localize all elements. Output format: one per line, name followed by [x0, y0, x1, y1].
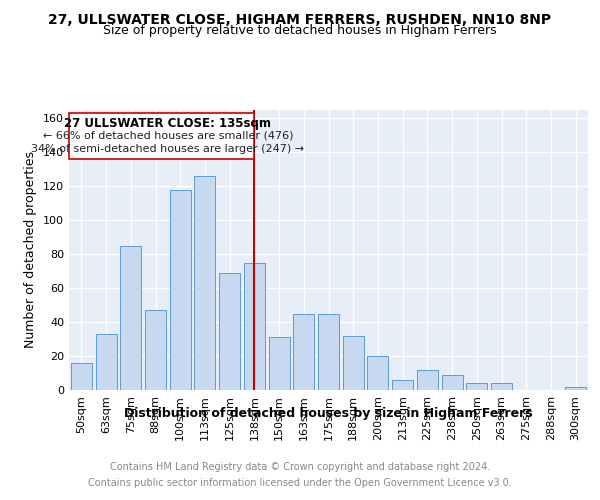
Bar [219, 273, 240, 390]
Bar [95, 334, 116, 390]
Bar [120, 246, 141, 390]
Bar [491, 383, 512, 390]
Bar [145, 310, 166, 390]
Bar [343, 336, 364, 390]
Bar [293, 314, 314, 390]
Bar [417, 370, 438, 390]
Text: 27 ULLSWATER CLOSE: 135sqm: 27 ULLSWATER CLOSE: 135sqm [64, 117, 271, 130]
Text: 34% of semi-detached houses are larger (247) →: 34% of semi-detached houses are larger (… [31, 144, 304, 154]
Text: Contains public sector information licensed under the Open Government Licence v3: Contains public sector information licen… [88, 478, 512, 488]
Text: Size of property relative to detached houses in Higham Ferrers: Size of property relative to detached ho… [103, 24, 497, 37]
Bar [244, 262, 265, 390]
Bar [70, 114, 254, 159]
Bar [71, 363, 92, 390]
Y-axis label: Number of detached properties: Number of detached properties [25, 152, 37, 348]
Text: Distribution of detached houses by size in Higham Ferrers: Distribution of detached houses by size … [124, 408, 533, 420]
Bar [269, 338, 290, 390]
Bar [565, 386, 586, 390]
Text: ← 66% of detached houses are smaller (476): ← 66% of detached houses are smaller (47… [43, 130, 293, 140]
Bar [466, 383, 487, 390]
Bar [194, 176, 215, 390]
Bar [442, 374, 463, 390]
Bar [392, 380, 413, 390]
Bar [170, 190, 191, 390]
Text: Contains HM Land Registry data © Crown copyright and database right 2024.: Contains HM Land Registry data © Crown c… [110, 462, 490, 472]
Text: 27, ULLSWATER CLOSE, HIGHAM FERRERS, RUSHDEN, NN10 8NP: 27, ULLSWATER CLOSE, HIGHAM FERRERS, RUS… [49, 12, 551, 26]
Bar [318, 314, 339, 390]
Bar [367, 356, 388, 390]
